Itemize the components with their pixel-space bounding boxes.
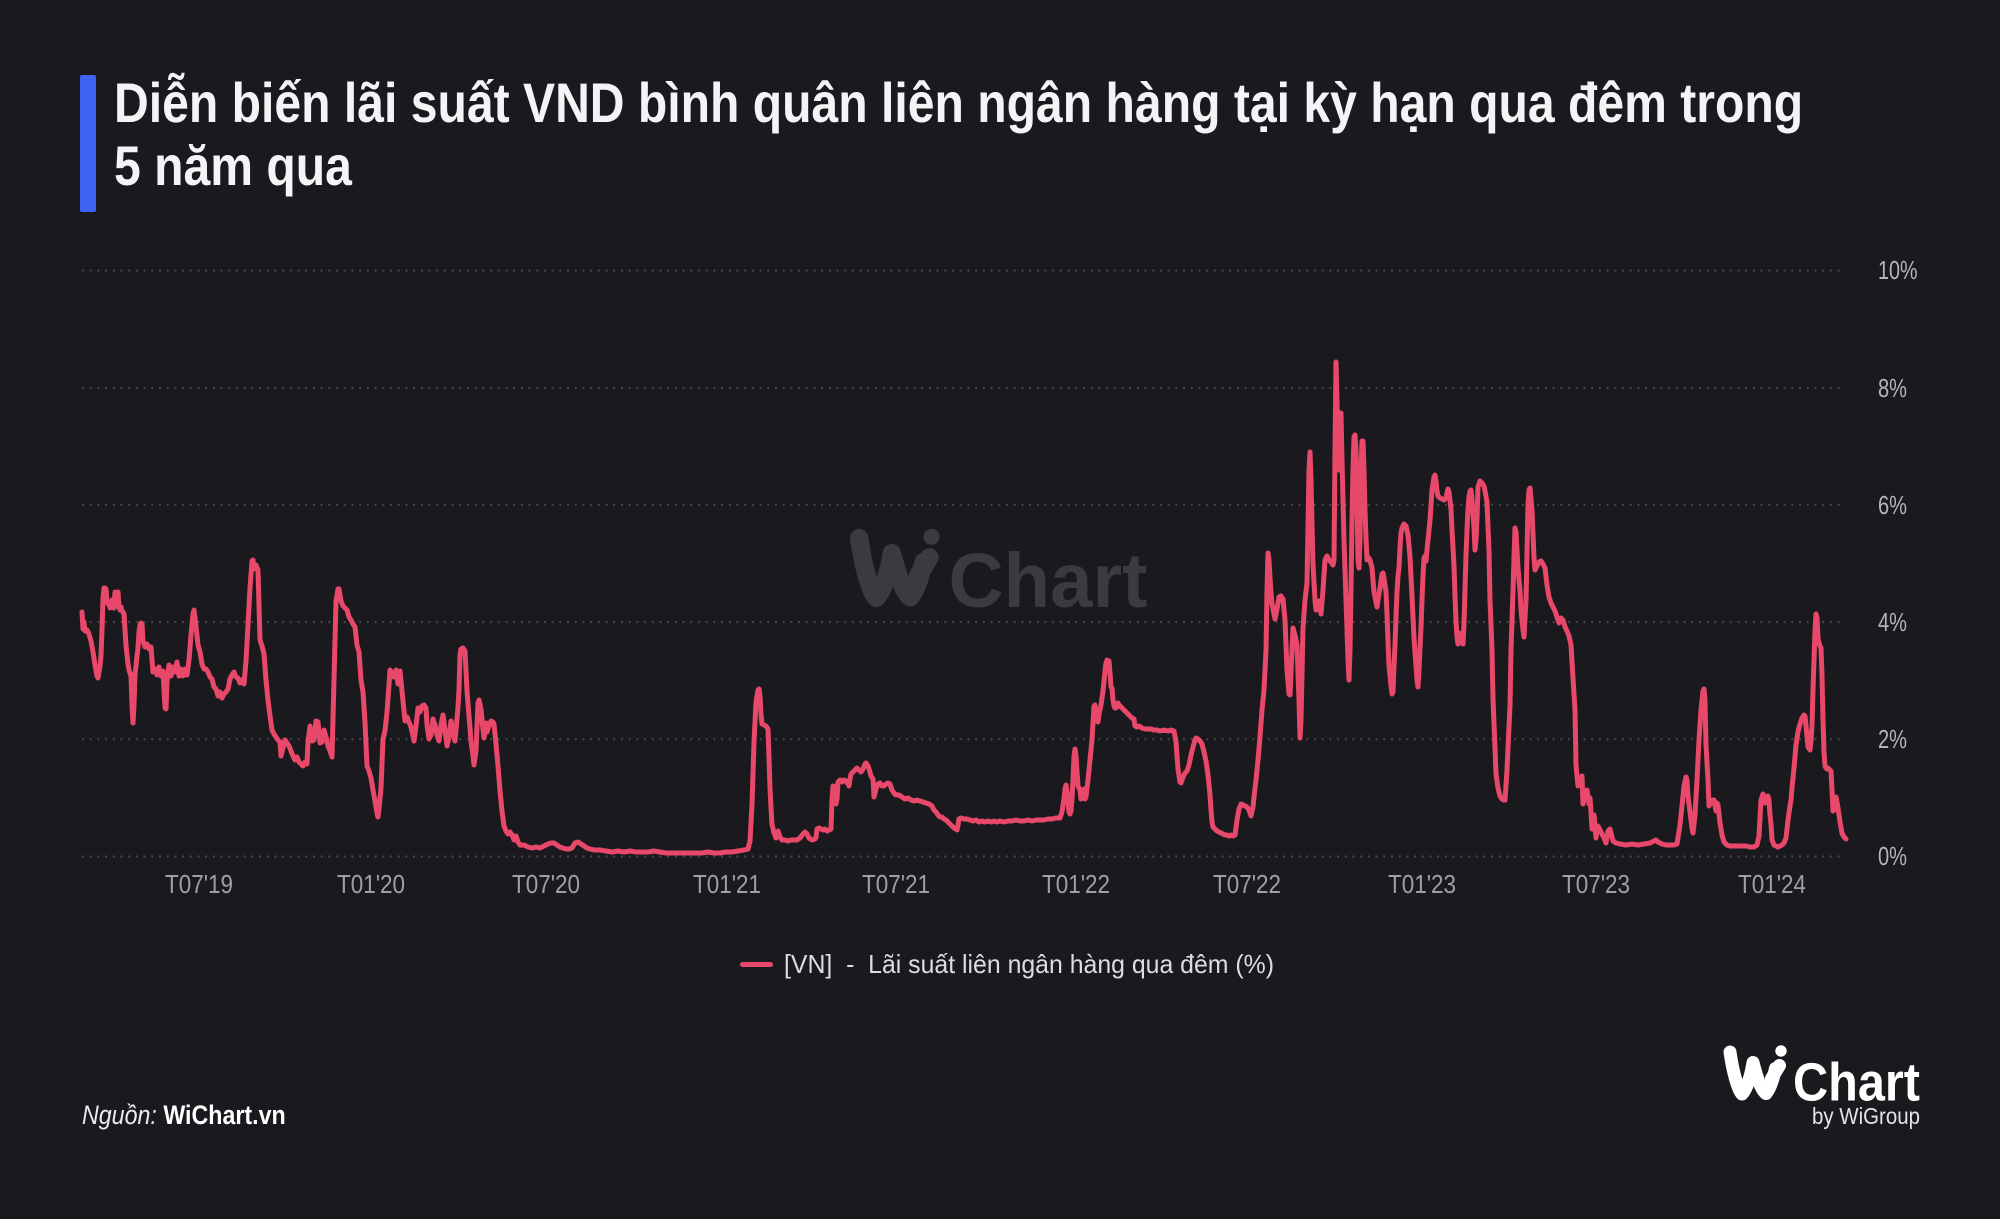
svg-text:T07'23: T07'23 [1562,869,1630,899]
svg-text:T07'21: T07'21 [862,869,930,899]
svg-text:by WiGroup: by WiGroup [1812,1103,1920,1129]
svg-text:T01'24: T01'24 [1738,869,1806,899]
svg-text:T01'20: T01'20 [337,869,405,899]
svg-text:6%: 6% [1878,490,1907,520]
svg-text:10%: 10% [1878,255,1918,285]
svg-text:0%: 0% [1878,841,1907,871]
svg-text:T01'23: T01'23 [1388,869,1456,899]
svg-text:Chart: Chart [949,539,1148,624]
svg-text:Chart: Chart [1793,1053,1920,1113]
svg-text:8%: 8% [1878,373,1907,403]
svg-text:T07'19: T07'19 [165,869,233,899]
svg-text:T07'20: T07'20 [512,869,580,899]
svg-text:T01'22: T01'22 [1042,869,1110,899]
svg-text:4%: 4% [1878,607,1907,637]
svg-text:2%: 2% [1878,724,1907,754]
svg-text:T07'22: T07'22 [1213,869,1281,899]
svg-text:T01'21: T01'21 [693,869,761,899]
